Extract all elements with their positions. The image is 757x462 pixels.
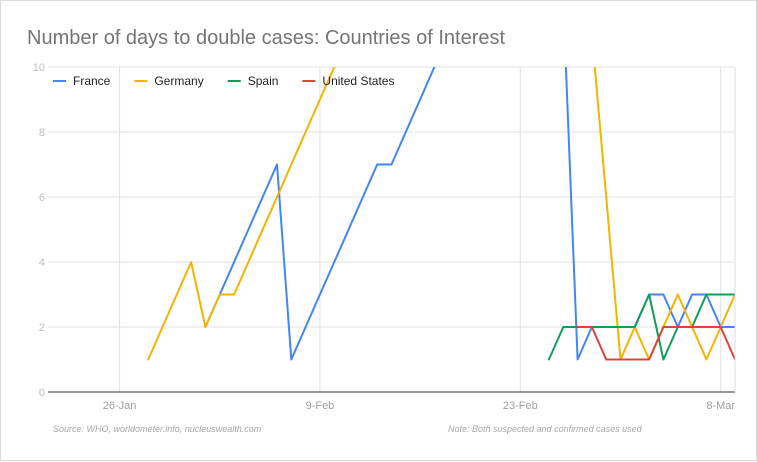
- y-tick-label: 8: [39, 127, 45, 139]
- legend-label-united-states: United States: [322, 74, 394, 88]
- legend-item-germany: Germany: [134, 74, 204, 88]
- chart-title: Number of days to double cases: Countrie…: [27, 27, 505, 49]
- series-line-germany: [147, 67, 735, 361]
- legend-label-spain: Spain: [248, 74, 279, 88]
- legend: France Germany Spain United States: [53, 74, 394, 88]
- grid-lines: [48, 66, 735, 392]
- source-footnote: Source: WHO, worldometer.info, nucleuswe…: [53, 424, 262, 434]
- legend-item-united-states: United States: [302, 74, 394, 88]
- x-tick-label: 26-Jan: [103, 400, 137, 412]
- note-footnote: Note: Both suspected and confirmed cases…: [448, 424, 643, 434]
- legend-label-france: France: [73, 74, 111, 88]
- x-tick-label: 9-Feb: [306, 400, 335, 412]
- x-tick-label: 8-Mar: [706, 400, 735, 412]
- y-tick-label: 10: [33, 62, 45, 74]
- legend-item-spain: Spain: [227, 74, 279, 88]
- axes: 0 2 4 6 8 10 26-Jan 9-Feb 23-Feb 8-Mar: [33, 62, 736, 412]
- series-group: [147, 67, 735, 361]
- y-tick-label: 2: [39, 322, 45, 334]
- y-tick-label: 4: [39, 257, 45, 269]
- legend-item-france: France: [53, 74, 111, 88]
- x-tick-label: 23-Feb: [503, 400, 538, 412]
- series-line-united-states: [576, 326, 735, 361]
- legend-label-germany: Germany: [154, 74, 203, 88]
- y-tick-label: 6: [39, 192, 45, 204]
- y-tick-label: 0: [39, 387, 45, 399]
